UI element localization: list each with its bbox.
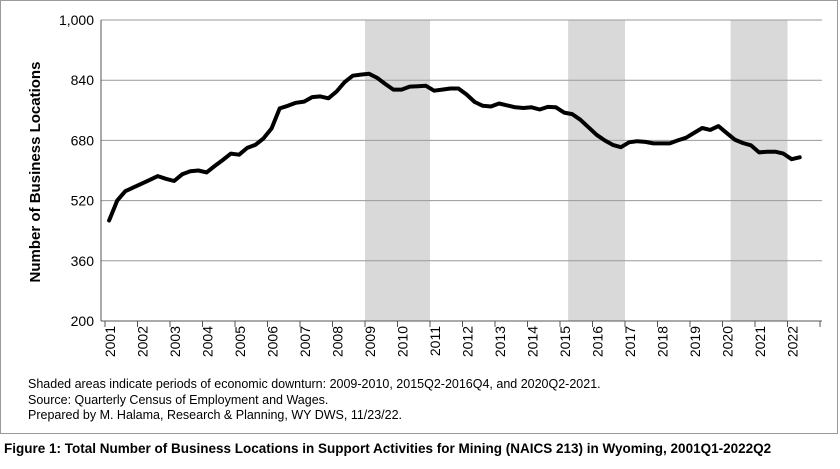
x-tick-label: 2012 [460, 326, 476, 357]
y-tick-label: 200 [71, 313, 95, 329]
x-tick-label: 2010 [395, 326, 411, 357]
x-tick-label: 2006 [265, 326, 281, 357]
recession-band-2 [568, 20, 625, 321]
x-tick-label: 2016 [590, 326, 606, 357]
chart-notes: Shaded areas indicate periods of economi… [28, 377, 601, 424]
y-tick-labels: 200 360 520 680 840 1,000 [59, 12, 94, 329]
x-tick-label: 2015 [557, 326, 573, 357]
recession-band-1 [365, 20, 430, 321]
recession-shading [365, 20, 788, 321]
x-tick-label: 2008 [330, 326, 346, 357]
x-tick-label: 2003 [167, 326, 183, 357]
figure-caption: Figure 1: Total Number of Business Locat… [4, 441, 772, 456]
note-shading: Shaded areas indicate periods of economi… [28, 377, 601, 391]
x-tick-label: 2019 [687, 326, 703, 357]
chart-frame [0, 0, 838, 434]
x-tick-label: 2001 [102, 326, 118, 357]
note-source: Source: Quarterly Census of Employment a… [28, 392, 329, 407]
x-tick-label: 2011 [427, 326, 443, 356]
y-tick-label: 520 [71, 193, 95, 209]
note-prepared-by: Prepared by M. Halama, Research & Planni… [28, 408, 403, 422]
x-tick-label: 2014 [525, 326, 541, 357]
x-tick-label: 2002 [135, 326, 151, 357]
x-tick-label: 2018 [655, 326, 671, 357]
y-tick-label: 840 [71, 72, 95, 88]
x-tick-label: 2013 [492, 326, 508, 357]
x-tick-label: 2005 [232, 326, 248, 357]
x-tick-labels: 2001 2002 2003 2004 2005 2006 2007 2008 2009 2010… [102, 326, 801, 357]
gridlines [101, 19, 822, 262]
series-line [107, 71, 802, 223]
series [107, 71, 802, 223]
x-tick-label: 2022 [785, 326, 801, 357]
x-tick-label: 2017 [622, 326, 638, 357]
x-tick-label: 2009 [362, 326, 378, 357]
x-tick-label: 2004 [200, 326, 216, 357]
y-tick-label: 1,000 [59, 12, 94, 28]
y-axis-label: Number of Business Locations [27, 62, 44, 283]
y-tick-label: 360 [71, 253, 95, 269]
x-tick-label: 2020 [720, 326, 736, 357]
y-tick-label: 680 [71, 132, 95, 148]
x-tick-label: 2007 [297, 326, 313, 357]
x-tick-label: 2021 [752, 326, 768, 357]
recession-band-3 [730, 20, 788, 321]
axes [100, 20, 822, 327]
